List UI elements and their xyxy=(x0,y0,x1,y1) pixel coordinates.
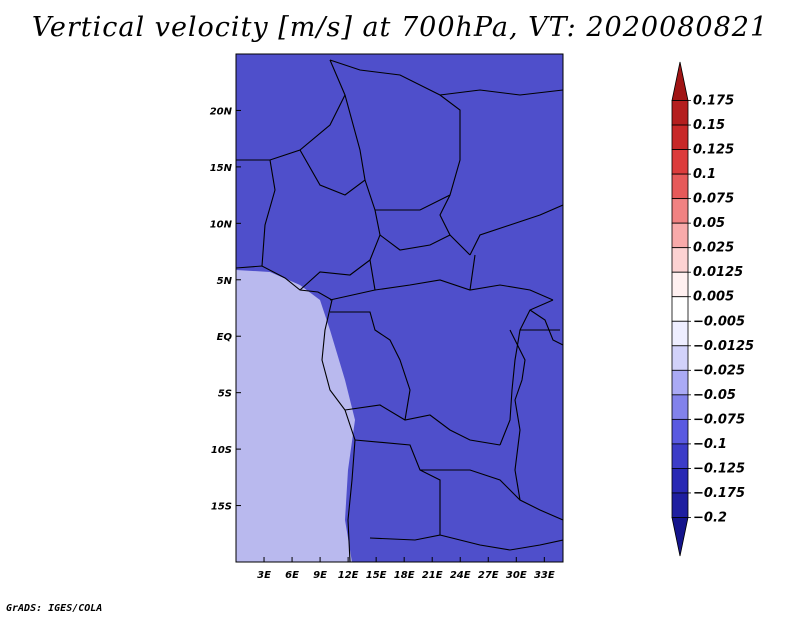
lon-tick-label: 12E xyxy=(338,570,359,581)
colorbar-segment xyxy=(671,124,689,150)
lat-tick-label: 5S xyxy=(218,389,232,400)
lon-tick-label: 6E xyxy=(285,570,299,581)
colorbar: 0.175 0.15 0.125 0.1 0.075 0.05 0.025 0.0125 0.0… xyxy=(671,61,754,557)
colorbar-label: 0.175 xyxy=(693,94,734,109)
colorbar-segment xyxy=(671,198,689,224)
colorbar-segment xyxy=(671,443,689,469)
colorbar-label: 0.05 xyxy=(693,216,725,231)
colorbar-label: 0.025 xyxy=(693,241,734,256)
colorbar-bottom-arrow xyxy=(671,517,689,557)
colorbar-label: −0.2 xyxy=(693,510,727,525)
colorbar-label: 0.075 xyxy=(693,192,734,207)
vertical-velocity-field xyxy=(236,54,563,562)
lon-tick-label: 24E xyxy=(450,570,471,581)
lon-tick-label: 15E xyxy=(366,570,387,581)
colorbar-segment xyxy=(671,173,689,200)
colorbar-segment xyxy=(671,369,689,396)
colorbar-label: 0.125 xyxy=(693,143,734,158)
lat-tick-label: 10N xyxy=(210,219,233,230)
colorbar-label: 0.1 xyxy=(693,167,716,182)
lat-tick-label: 20N xyxy=(210,106,233,117)
lon-tick-label: 33E xyxy=(534,570,555,581)
colorbar-label: −0.175 xyxy=(693,486,745,501)
colorbar-segment xyxy=(671,468,689,494)
colorbar-segment xyxy=(671,492,689,518)
colorbar-segment xyxy=(671,100,689,126)
lat-tick-label: 10S xyxy=(211,445,232,456)
lon-tick-label: 18E xyxy=(394,570,415,581)
colorbar-segment xyxy=(671,296,689,322)
colorbar-label: 0.15 xyxy=(693,118,725,133)
lon-tick-label: 9E xyxy=(313,570,327,581)
colorbar-label: −0.075 xyxy=(693,412,745,427)
colorbar-segment xyxy=(671,320,689,347)
latitude-axis: 20N 15N 10N 5N EQ 5S 10S 15S xyxy=(210,106,241,513)
lat-tick-label: 15N xyxy=(210,163,233,174)
map-frame xyxy=(235,53,564,563)
colorbar-label: −0.005 xyxy=(693,314,745,329)
colorbar-segment xyxy=(671,394,689,420)
colorbar-segment xyxy=(671,418,689,445)
lon-tick-label: 3E xyxy=(257,570,271,581)
colorbar-label: −0.125 xyxy=(693,461,745,476)
colorbar-segment xyxy=(671,345,689,371)
lon-tick-label: 27E xyxy=(478,570,499,581)
lon-tick-label: 21E xyxy=(422,570,443,581)
colorbar-segment xyxy=(671,149,689,175)
country-borders xyxy=(236,59,563,562)
lon-tick-label: 30E xyxy=(506,570,527,581)
colorbar-label: 0.005 xyxy=(693,290,734,305)
colorbar-label: −0.0125 xyxy=(693,339,754,354)
colorbar-label: 0.0125 xyxy=(693,265,743,280)
colorbar-label: −0.1 xyxy=(693,437,727,452)
colorbar-label: −0.025 xyxy=(693,363,745,378)
colorbar-segment xyxy=(671,222,689,249)
lat-tick-label: EQ xyxy=(217,332,233,343)
colorbar-segment xyxy=(671,271,689,298)
chart-title: Vertical velocity [m/s] at 700hPa, VT: 2… xyxy=(31,12,769,43)
colorbar-segment xyxy=(671,247,689,273)
grads-credit: GrADS: IGES/COLA xyxy=(6,603,103,614)
lat-tick-label: 5N xyxy=(217,276,233,287)
lat-tick-label: 15S xyxy=(211,502,232,513)
colorbar-label: −0.05 xyxy=(693,388,736,403)
longitude-axis: 3E 6E 9E 12E 15E 18E 21E 24E 27E 30E 33E xyxy=(257,557,555,581)
colorbar-top-arrow xyxy=(671,61,689,101)
